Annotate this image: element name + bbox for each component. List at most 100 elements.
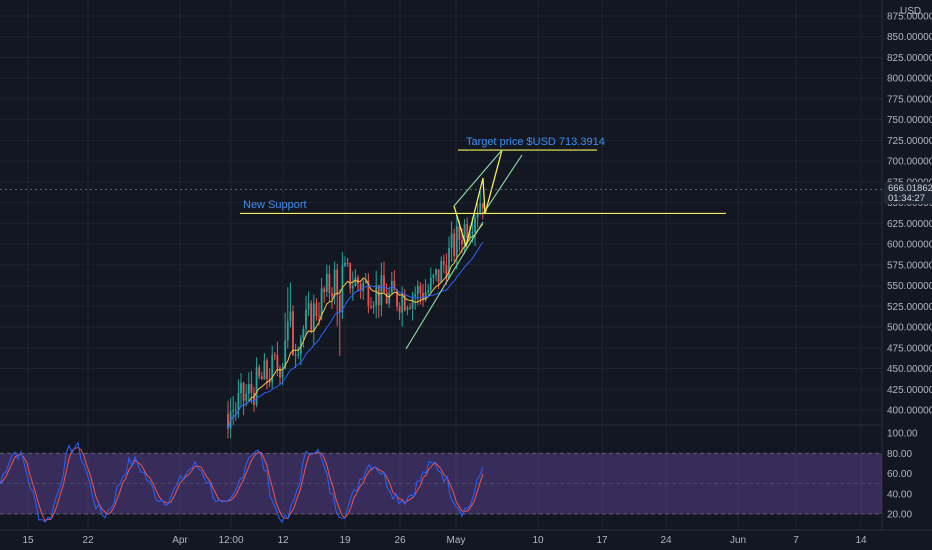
- price-tick-label: 550.000000: [887, 281, 932, 292]
- time-tick-label: 7: [793, 535, 799, 546]
- candle-body: [450, 233, 453, 249]
- candle-body: [370, 306, 372, 308]
- candle-body: [453, 233, 456, 257]
- candle-body: [253, 392, 255, 405]
- candle-body: [455, 226, 458, 257]
- candle-body: [414, 294, 417, 297]
- stoch-tick-label: 40.00: [887, 489, 912, 500]
- candle-body: [315, 303, 318, 316]
- currency-label: USD: [900, 6, 921, 17]
- candle-body: [276, 354, 279, 368]
- price-tick-label: 425.000000: [887, 385, 932, 396]
- candle-body: [338, 295, 341, 313]
- candle-body: [331, 292, 333, 297]
- stochastic-axis[interactable]: 100.00 80.00 60.00 40.00 20.00: [887, 429, 918, 521]
- candle-body: [479, 203, 482, 214]
- candle-body: [427, 290, 430, 293]
- time-tick-label: 19: [339, 535, 351, 546]
- candle-body: [458, 226, 461, 241]
- candle-body: [471, 231, 474, 234]
- candle-body: [305, 309, 307, 329]
- price-tick-label: 500.000000: [887, 323, 932, 334]
- candle-body: [328, 273, 331, 293]
- price-tick-label: 750.000000: [887, 115, 932, 126]
- candle-body: [227, 414, 229, 429]
- candle-body: [411, 296, 414, 309]
- candle-body: [320, 288, 323, 317]
- candle-body: [463, 224, 466, 245]
- candle-body: [292, 311, 294, 356]
- candle-body: [367, 280, 370, 307]
- candle-body: [448, 248, 450, 279]
- countdown-timer: 01:34:27: [888, 193, 925, 204]
- candle-body: [372, 305, 375, 308]
- time-axis[interactable]: 15 22 Apr 12:00 12 19 26 May 10 17 24 Jun 7 14: [22, 535, 867, 546]
- candle-body: [398, 306, 401, 313]
- candle-body: [357, 277, 359, 285]
- price-tick-label: 625.000000: [887, 219, 932, 230]
- candle-body: [437, 269, 440, 283]
- candle-body: [312, 303, 315, 332]
- candle-body: [245, 393, 248, 401]
- candle-body: [286, 321, 289, 341]
- candle-body: [375, 285, 378, 306]
- candle-body: [346, 262, 349, 264]
- time-tick-label: 26: [394, 535, 406, 546]
- time-tick-label: 12:00: [218, 535, 243, 546]
- candle-body: [247, 383, 250, 394]
- candle-body: [416, 285, 419, 295]
- price-tick-label: 850.000000: [887, 32, 932, 43]
- candle-body: [289, 311, 292, 322]
- price-tick-label: 400.000000: [887, 406, 932, 417]
- candle-body: [302, 328, 305, 339]
- candle-body: [250, 383, 253, 393]
- drawing-tools[interactable]: [0, 149, 882, 350]
- target-projection: [453, 149, 503, 249]
- candle-body: [362, 282, 365, 292]
- candle-body: [461, 240, 463, 245]
- candle-body: [403, 294, 406, 311]
- candle-body: [354, 277, 357, 286]
- candle-body: [377, 285, 380, 306]
- candle-body: [364, 280, 367, 283]
- candle-body: [273, 354, 276, 356]
- candle-body: [294, 354, 297, 356]
- candle-body: [380, 275, 383, 306]
- candle-body: [429, 277, 432, 291]
- candle-body: [481, 203, 484, 209]
- candle-body: [333, 269, 336, 297]
- candle-body: [344, 262, 346, 266]
- candle-body: [341, 265, 344, 313]
- candle-body: [476, 213, 479, 219]
- time-tick-label: Apr: [172, 535, 188, 546]
- candle-body: [307, 303, 310, 310]
- candle-body: [359, 284, 362, 292]
- stoch-tick-label: 60.00: [887, 469, 912, 480]
- candle-body: [232, 410, 235, 412]
- candle-body: [271, 354, 274, 383]
- price-tick-label: 450.000000: [887, 364, 932, 375]
- time-tick-label: 22: [82, 535, 94, 546]
- candle-body: [409, 307, 411, 309]
- candle-body: [432, 275, 435, 278]
- candle-body: [385, 292, 388, 304]
- candle-body: [297, 354, 300, 356]
- price-tick-label: 725.000000: [887, 136, 932, 147]
- time-tick-label: 10: [532, 535, 544, 546]
- candle-body: [237, 393, 240, 410]
- candle-body: [396, 290, 398, 307]
- candle-body: [474, 218, 476, 232]
- stoch-tick-label: 20.00: [887, 510, 912, 521]
- candle-body: [442, 261, 445, 266]
- trendline-lower: [405, 221, 484, 350]
- stochastic-panel[interactable]: [0, 441, 882, 524]
- candle-body: [388, 292, 391, 304]
- stoch-tick-label: 100.00: [887, 429, 918, 440]
- candle-body: [466, 224, 469, 239]
- price-tick-label: 700.000000: [887, 157, 932, 168]
- price-tick-label: 525.000000: [887, 302, 932, 313]
- candle-body: [445, 265, 448, 279]
